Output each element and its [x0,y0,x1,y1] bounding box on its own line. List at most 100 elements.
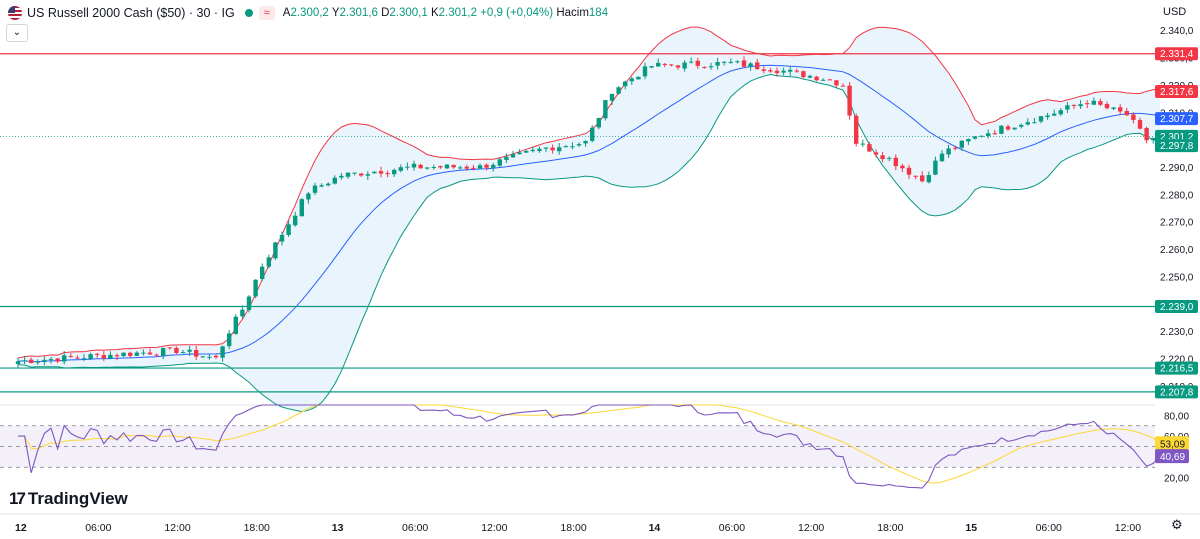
candle-body [1078,104,1083,107]
candle-body [715,62,720,66]
candle-body [1058,110,1063,115]
candle-body [972,136,978,139]
candle-body [847,85,852,116]
candle-body [1071,104,1077,106]
candle-body [75,357,80,359]
candle-body [260,266,265,280]
candle-body [134,352,139,356]
candle-body [306,193,311,200]
level-price-tag-bg [1155,300,1198,314]
candle-body [979,135,984,137]
time-tick-label: 14 [649,522,661,534]
candle-body [530,149,535,152]
candle-body [807,75,813,78]
candle-body [854,115,859,144]
indicator-price-tag: 2.301,2 [1160,132,1194,143]
candle-body [867,144,872,152]
chevron-down-icon[interactable]: ⌄ [6,24,28,42]
candle-body [372,171,377,174]
level-price-tag: 2.216,5 [1160,364,1194,375]
candle-body [623,81,628,87]
bollinger-upper-line [17,26,1160,359]
candle-body [913,175,918,177]
candle-body [471,167,476,169]
candle-body [365,174,370,176]
us-flag-icon [8,6,22,20]
candle-body [88,354,93,360]
candle-body [48,358,54,360]
rsi-line [18,404,1161,489]
time-tick-label: 12:00 [164,522,190,534]
candle-body [319,185,324,187]
time-tick-label: 06:00 [1036,522,1062,534]
candle-body [451,164,456,168]
tradingview-logo[interactable]: 17 TradingView [9,489,128,509]
level-price-tag: 2.331,4 [1160,49,1194,60]
candle-body [438,166,443,168]
candle-body [108,354,113,359]
currency-label[interactable]: USD [1163,6,1187,18]
price-tick-label: 2.220,0 [1160,354,1194,365]
candle-body [1111,107,1116,109]
candle-body [161,348,166,356]
time-tick-label: 12:00 [798,522,824,534]
time-tick-label: 12 [15,522,27,534]
gear-icon[interactable]: ⚙ [1171,517,1183,532]
candle-body [207,356,212,358]
candle-body [378,171,384,174]
candle-body [708,66,714,68]
time-tick-label: 06:00 [85,522,111,534]
candle-body [187,349,192,352]
candle-body [656,62,661,67]
indicator-price-tag-bg [1155,112,1198,126]
candle-body [992,133,997,135]
candle-body [81,358,87,360]
candle-body [682,62,687,69]
candle-body [180,352,186,354]
candle-body [1025,122,1030,125]
candle-body [167,347,172,349]
candle-body [603,100,608,119]
bollinger-lower-line [17,73,1160,413]
candle-body [398,167,403,171]
level-price-tag-bg [1155,385,1198,399]
candle-body [418,164,423,169]
candle-body [1144,127,1149,141]
candle-body [293,215,298,226]
chart-header: US Russell 2000 Cash ($50) · 30 · IG ≈ A… [8,4,608,22]
candle-body [273,242,278,259]
candle-body [339,175,344,178]
candle-body [240,309,245,317]
candle-body [385,173,390,175]
rsi-ma-line [18,404,1161,484]
candle-body [642,66,648,77]
candle-body [246,296,252,311]
candle-body [1104,103,1110,109]
candle-body [649,66,654,68]
candle-body [596,118,601,128]
candle-body [1098,101,1103,105]
candle-body [563,146,568,148]
candle-body [953,147,958,149]
symbol-title[interactable]: US Russell 2000 Cash ($50) · 30 · IG [27,6,235,20]
candle-body [326,183,331,186]
candle-body [814,76,819,81]
rsi-tick-label: 80,00 [1164,411,1189,422]
candle-body [411,163,417,168]
candle-body [147,352,153,355]
candle-body [636,76,641,80]
candle-body [900,165,905,169]
candle-body [827,79,832,81]
candle-body [95,353,100,355]
indicator-price-tag: 2.297,8 [1160,141,1194,152]
candle-body [774,70,780,74]
candle-body [616,87,621,94]
candle-body [114,355,120,357]
candle-body [880,155,885,160]
price-tick-label: 2.270,0 [1160,218,1194,229]
candle-body [550,147,555,151]
candle-body [675,65,681,68]
delay-pill[interactable]: ≈ [258,6,275,20]
rsi-ma-tag: 53,09 [1160,439,1185,450]
